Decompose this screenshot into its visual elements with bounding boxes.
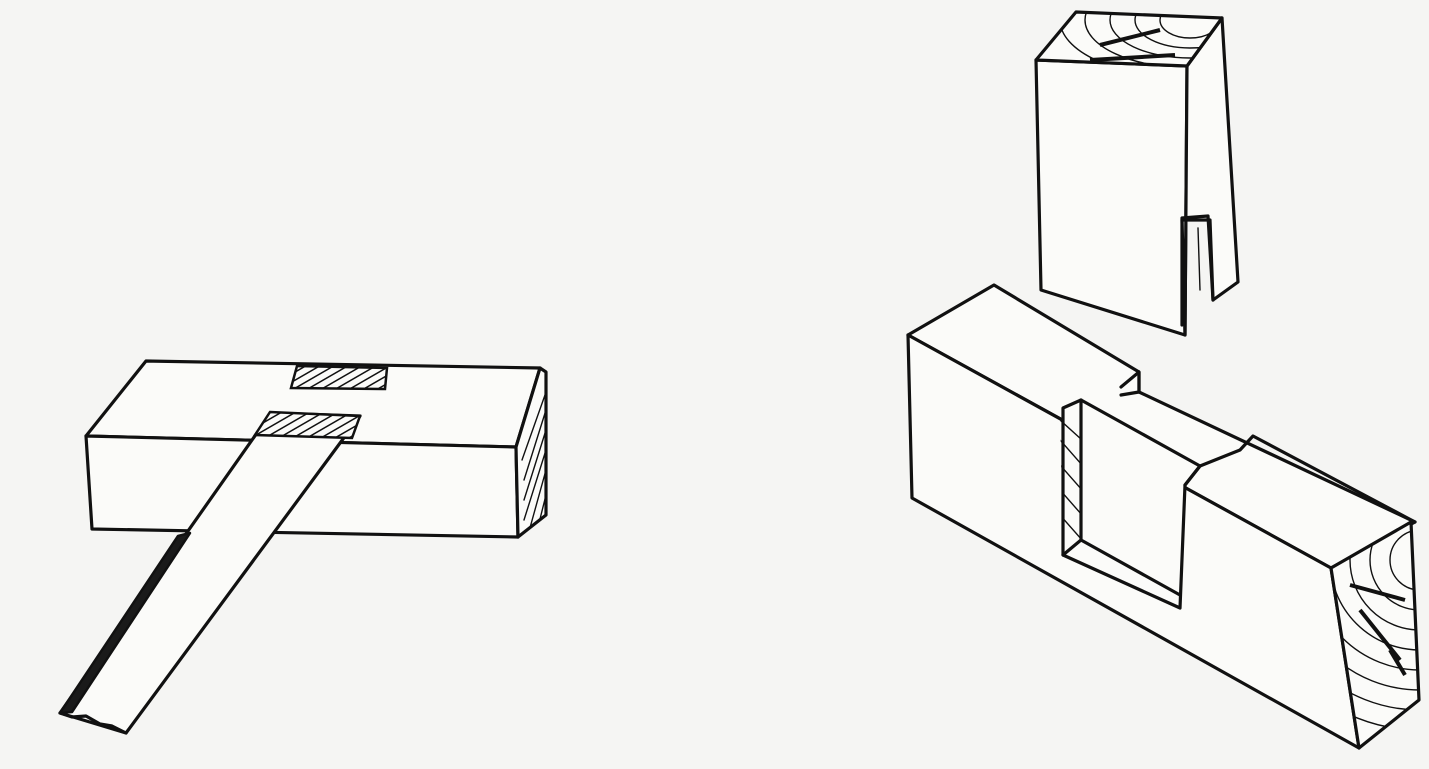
strip-edge [58, 531, 192, 715]
mortise-grain [1060, 419, 1081, 541]
notch-front [252, 410, 362, 440]
tenon-front-face [1034, 58, 1189, 337]
shoulder-step [1119, 370, 1141, 397]
notch-back [289, 364, 389, 391]
halving-lap-joint-icon [58, 359, 548, 735]
mortise-and-tenon-joint-icon [906, 10, 1421, 750]
tenon-side-face [1180, 16, 1240, 337]
tenon-slot [1180, 214, 1215, 327]
beam-end-grain [1331, 522, 1419, 731]
strip-torn-end [58, 711, 128, 735]
